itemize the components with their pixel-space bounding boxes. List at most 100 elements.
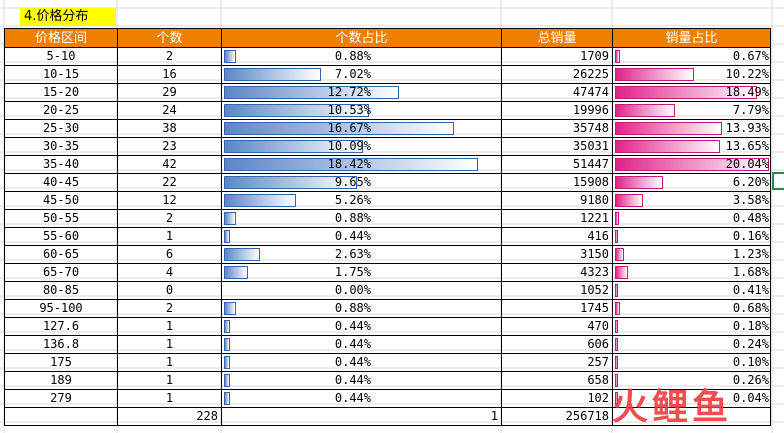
cell-price-range[interactable]: 136.8 xyxy=(4,335,118,354)
cell-sales-pct[interactable]: 0.41% xyxy=(612,281,771,300)
cell-total-sales[interactable]: 4323 xyxy=(501,263,613,282)
cell-count[interactable]: 1 xyxy=(117,371,222,390)
cell-count[interactable]: 24 xyxy=(117,101,222,120)
cell-price-range[interactable]: 10-15 xyxy=(4,65,118,84)
cell-sales-pct[interactable]: 1.68% xyxy=(612,263,771,282)
cell-count[interactable]: 1 xyxy=(117,317,222,336)
cell-price-range[interactable]: 279 xyxy=(4,389,118,408)
cell-total-count-pct[interactable]: 1 xyxy=(221,407,502,426)
cell-price-range[interactable]: 30-35 xyxy=(4,137,118,156)
cell-price-range[interactable]: 65-70 xyxy=(4,263,118,282)
cell-count-pct[interactable]: 7.02% xyxy=(221,65,502,84)
cell-price-range[interactable]: 95-100 xyxy=(4,299,118,318)
cell-count-pct[interactable]: 12.72% xyxy=(221,83,502,102)
cell-price-range[interactable]: 55-60 xyxy=(4,227,118,246)
cell-sales-pct[interactable]: 0.04% xyxy=(612,389,771,408)
cell-count-pct[interactable]: 0.88% xyxy=(221,209,502,228)
cell-count-pct[interactable]: 0.88% xyxy=(221,299,502,318)
cell-count-pct[interactable]: 2.63% xyxy=(221,245,502,264)
cell-price-range[interactable]: 20-25 xyxy=(4,101,118,120)
cell-count-pct[interactable]: 10.53% xyxy=(221,101,502,120)
cell-count[interactable]: 12 xyxy=(117,191,222,210)
cell-price-range[interactable]: 60-65 xyxy=(4,245,118,264)
cell-count[interactable]: 1 xyxy=(117,335,222,354)
cell-sales-pct[interactable]: 0.18% xyxy=(612,317,771,336)
cell-count[interactable]: 4 xyxy=(117,263,222,282)
cell-total-sales[interactable]: 26225 xyxy=(501,65,613,84)
cell-count-pct[interactable]: 0.44% xyxy=(221,227,502,246)
cell-total-sales-sum[interactable]: 256718 xyxy=(501,407,613,426)
cell-count-pct[interactable]: 5.26% xyxy=(221,191,502,210)
cell-price-range[interactable]: 25-30 xyxy=(4,119,118,138)
cell-count-pct[interactable]: 16.67% xyxy=(221,119,502,138)
cell-count[interactable]: 1 xyxy=(117,353,222,372)
cell-count[interactable]: 22 xyxy=(117,173,222,192)
cell-price-range[interactable]: 80-85 xyxy=(4,281,118,300)
cell-total-sales[interactable]: 470 xyxy=(501,317,613,336)
cell-count-pct[interactable]: 9.65% xyxy=(221,173,502,192)
cell-count[interactable]: 2 xyxy=(117,47,222,66)
cell-total-label[interactable] xyxy=(4,407,118,426)
cell-sales-pct[interactable]: 13.93% xyxy=(612,119,771,138)
cell-total-sales[interactable]: 102 xyxy=(501,389,613,408)
cell-count[interactable]: 6 xyxy=(117,245,222,264)
cell-total-sales[interactable]: 1709 xyxy=(501,47,613,66)
cell-count[interactable]: 0 xyxy=(117,281,222,300)
cell-sales-pct[interactable]: 6.20% xyxy=(612,173,771,192)
cell-price-range[interactable]: 15-20 xyxy=(4,83,118,102)
cell-total-count[interactable]: 228 xyxy=(117,407,222,426)
cell-count[interactable]: 2 xyxy=(117,209,222,228)
cell-total-sales[interactable]: 35748 xyxy=(501,119,613,138)
cell-total-sales[interactable]: 51447 xyxy=(501,155,613,174)
cell-total-sales[interactable]: 3150 xyxy=(501,245,613,264)
cell-price-range[interactable]: 175 xyxy=(4,353,118,372)
cell-price-range[interactable]: 35-40 xyxy=(4,155,118,174)
cell-sales-pct[interactable]: 0.67% xyxy=(612,47,771,66)
cell-total-sales[interactable]: 1745 xyxy=(501,299,613,318)
header-count-pct[interactable]: 个数占比 xyxy=(221,28,502,48)
header-count[interactable]: 个数 xyxy=(117,28,222,48)
cell-count[interactable]: 29 xyxy=(117,83,222,102)
cell-count-pct[interactable]: 10.09% xyxy=(221,137,502,156)
cell-count[interactable]: 1 xyxy=(117,389,222,408)
cell-count-pct[interactable]: 0.44% xyxy=(221,353,502,372)
cell-sales-pct[interactable]: 0.10% xyxy=(612,353,771,372)
cell-sales-pct[interactable]: 0.24% xyxy=(612,335,771,354)
cell-sales-pct[interactable]: 0.68% xyxy=(612,299,771,318)
cell-count-pct[interactable]: 0.88% xyxy=(221,47,502,66)
cell-count[interactable]: 16 xyxy=(117,65,222,84)
cell-total-sales[interactable]: 257 xyxy=(501,353,613,372)
cell-count-pct[interactable]: 1.75% xyxy=(221,263,502,282)
cell-sales-pct[interactable]: 13.65% xyxy=(612,137,771,156)
cell-total-sales[interactable]: 9180 xyxy=(501,191,613,210)
cell-price-range[interactable]: 127.6 xyxy=(4,317,118,336)
cell-total-sales-pct[interactable] xyxy=(612,407,771,426)
cell-sales-pct[interactable]: 0.16% xyxy=(612,227,771,246)
cell-total-sales[interactable]: 606 xyxy=(501,335,613,354)
header-price-range[interactable]: 价格区间 xyxy=(4,28,118,48)
cell-count[interactable]: 2 xyxy=(117,299,222,318)
cell-sales-pct[interactable]: 18.49% xyxy=(612,83,771,102)
cell-sales-pct[interactable]: 1.23% xyxy=(612,245,771,264)
cell-total-sales[interactable]: 19996 xyxy=(501,101,613,120)
cell-sales-pct[interactable]: 3.58% xyxy=(612,191,771,210)
cell-price-range[interactable]: 45-50 xyxy=(4,191,118,210)
cell-sales-pct[interactable]: 20.04% xyxy=(612,155,771,174)
cell-count[interactable]: 38 xyxy=(117,119,222,138)
cell-count-pct[interactable]: 0.00% xyxy=(221,281,502,300)
cell-price-range[interactable]: 189 xyxy=(4,371,118,390)
cell-count-pct[interactable]: 0.44% xyxy=(221,371,502,390)
cell-count[interactable]: 42 xyxy=(117,155,222,174)
cell-count-pct[interactable]: 18.42% xyxy=(221,155,502,174)
section-title-cell[interactable]: 4.价格分布 xyxy=(20,8,116,26)
cell-sales-pct[interactable]: 7.79% xyxy=(612,101,771,120)
cell-price-range[interactable]: 5-10 xyxy=(4,47,118,66)
cell-count[interactable]: 1 xyxy=(117,227,222,246)
cell-total-sales[interactable]: 15908 xyxy=(501,173,613,192)
cell-count-pct[interactable]: 0.44% xyxy=(221,389,502,408)
cell-sales-pct[interactable]: 10.22% xyxy=(612,65,771,84)
header-total-sales[interactable]: 总销量 xyxy=(501,28,613,48)
cell-total-sales[interactable]: 35031 xyxy=(501,137,613,156)
cell-sales-pct[interactable]: 0.48% xyxy=(612,209,771,228)
cell-price-range[interactable]: 40-45 xyxy=(4,173,118,192)
